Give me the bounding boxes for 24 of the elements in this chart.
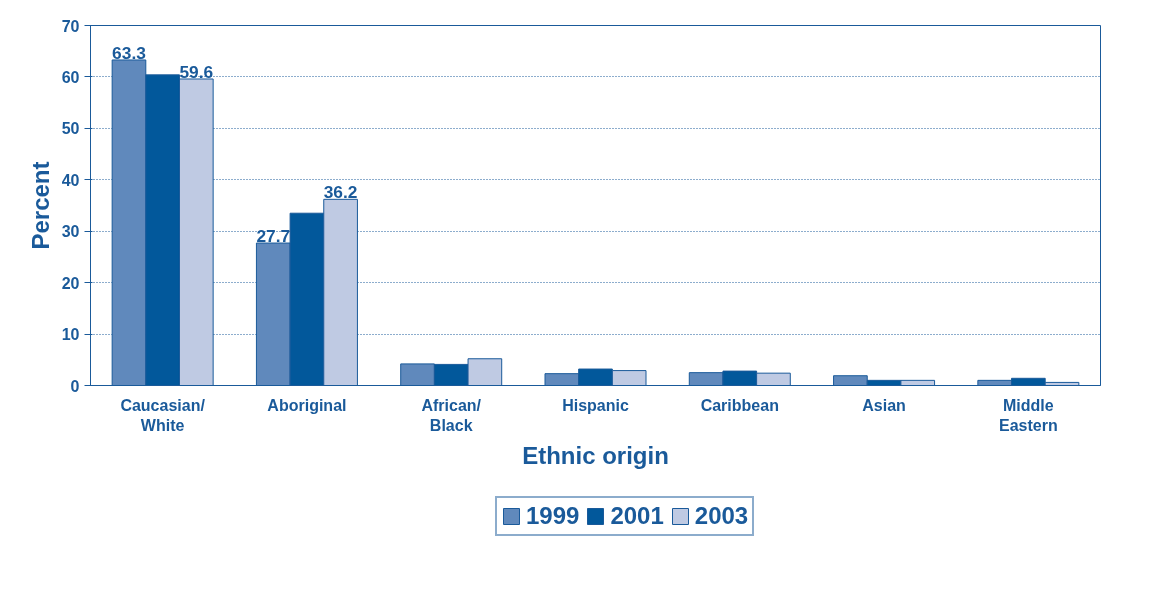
y-tick-label: 20 [61,274,80,292]
legend-label: 2001 [610,502,664,530]
x-axis-title: Ethnic origin [522,441,669,469]
y-tick-label: 50 [61,120,80,138]
x-tick-label: Hispanic [562,396,629,414]
x-tick-label: Aboriginal [267,396,347,414]
data-label: 27.7 [256,226,291,247]
x-tick-label: Asian [862,396,906,414]
data-label: 63.3 [112,42,147,63]
data-label: 59.6 [179,61,214,82]
y-tick-label: 40 [61,171,80,189]
y-tick-label: 70 [61,17,80,35]
x-tick-label: African/Black [421,396,482,434]
x-tick-label: Caribbean [700,396,779,414]
x-tick-label: Middle Eastern [999,396,1058,434]
y-tick-label: 0 [70,377,80,395]
data-label: 36.2 [323,182,358,203]
y-tick-label: 10 [61,326,80,344]
x-tick-label: Caucasian/White [120,396,206,434]
y-tick-label: 30 [61,223,80,241]
legend-label: 2003 [694,502,749,530]
y-axis-title: Percent [26,161,54,250]
y-tick-label: 60 [61,68,80,86]
legend-label: 1999 [526,502,580,530]
